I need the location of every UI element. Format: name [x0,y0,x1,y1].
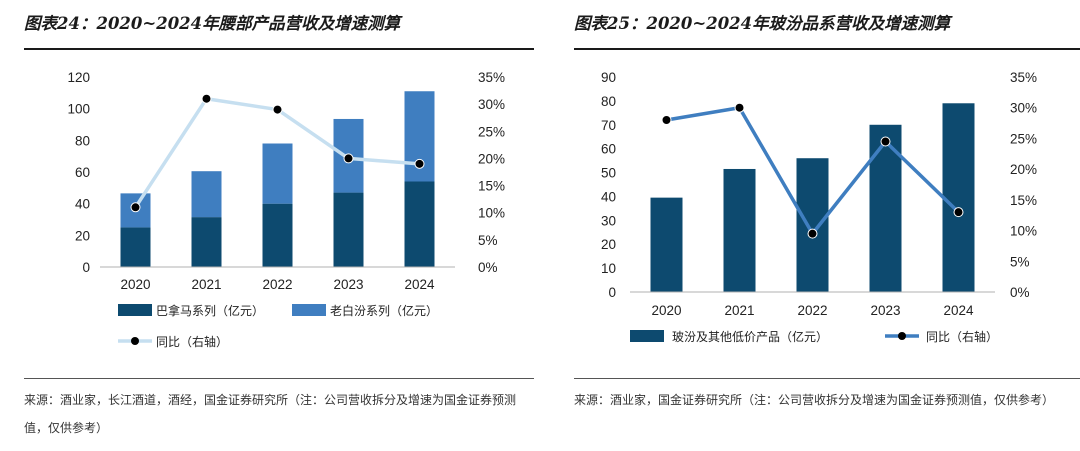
right-axis-tick-label: 0% [1010,285,1030,300]
legend-marker [131,337,139,345]
left-axis-tick-label: 90 [601,70,616,85]
left-axis-tick-label: 70 [601,118,616,133]
right-axis-tick-label: 20% [1010,162,1037,177]
left-axis-tick-label: 120 [67,70,90,85]
x-axis-tick-label: 2023 [333,277,363,292]
source-note: 来源：酒业家，国金证券研究所（注：公司营收拆分及增速为国金证券预测值，仅供参考） [574,393,1055,407]
right-axis-tick-label: 5% [478,233,498,248]
right-axis-tick-label: 10% [1010,224,1037,239]
right-axis-tick-label: 25% [1010,131,1037,146]
right-axis-tick-label: 10% [478,206,505,221]
legend-label: 巴拿马系列（亿元） [156,303,264,318]
bar [191,171,222,218]
legend-label: 老白汾系列（亿元） [330,303,438,318]
yoy-point [807,228,818,239]
left-axis-tick-label: 100 [67,102,90,117]
left-axis-tick-label: 60 [75,165,90,180]
left-axis-tick-label: 80 [75,133,90,148]
left-axis-tick-label: 60 [601,142,616,157]
chart-title: 图表25：2020~2024年玻汾品系营收及增速测算 [574,14,951,33]
bar [404,181,435,267]
x-axis-tick-label: 2021 [191,277,221,292]
title-divider [574,48,1080,50]
left-axis-tick-label: 40 [601,189,616,204]
yoy-point [661,115,672,125]
left-axis-tick-label: 50 [601,166,616,181]
x-axis-tick-label: 2022 [262,277,292,292]
x-axis-tick-label: 2022 [797,303,827,318]
left-axis-tick-label: 20 [601,237,616,252]
x-axis-tick-label: 2024 [943,303,974,318]
bar [942,103,975,293]
x-axis-tick-label: 2020 [651,303,681,318]
right-axis-tick-label: 35% [478,70,505,85]
yoy-point [414,158,425,169]
bar [723,168,756,292]
bar [262,203,293,267]
legend-swatch [292,304,326,316]
right-axis-tick-label: 35% [1010,70,1037,85]
bar [796,158,829,292]
right-axis-tick-label: 25% [478,124,505,139]
yoy-point [272,104,283,115]
figure-panel-24: 图表24：2020~2024年腰部产品营收及增速测算 0 20 40 60 80 100 1… [24,14,534,435]
left-axis-tick-label: 10 [601,261,616,276]
bar [262,143,293,204]
bar [191,217,222,267]
bar [333,192,364,267]
bar-line-chart: 0 10 20 30 40 50 60 70 80 90 0% 5% 10% 15% 20% 25% 30% 35… [601,70,1037,344]
x-axis-tick-label: 2020 [120,277,150,292]
right-axis-tick-label: 15% [1010,193,1037,208]
legend-label: 同比（右轴） [926,329,998,344]
left-axis-tick-label: 30 [601,213,616,228]
x-axis-tick-label: 2024 [404,277,435,292]
source-divider [24,378,534,379]
title-divider [24,48,534,50]
bar [120,227,151,267]
yoy-point [880,136,891,147]
legend-swatch [630,330,664,342]
right-axis-tick-label: 20% [478,151,505,166]
left-axis-tick-label: 80 [601,94,616,109]
legend-label: 同比（右轴） [156,334,228,349]
left-axis-tick-label: 40 [75,197,90,212]
right-axis-tick-label: 15% [478,179,505,194]
legend-marker [898,332,906,340]
right-axis-tick-label: 5% [1010,254,1030,269]
x-axis-tick-label: 2021 [724,303,754,318]
x-axis-tick-label: 2023 [870,303,900,318]
right-axis-tick-label: 0% [478,260,498,275]
yoy-point [130,202,141,213]
left-axis-tick-label: 0 [608,285,616,300]
bar [650,197,683,292]
yoy-point [734,102,745,113]
yoy-point [343,153,354,164]
yoy-point [201,93,212,104]
chart-title: 图表24：2020~2024年腰部产品营收及增速测算 [24,14,401,33]
left-axis-tick-label: 20 [75,228,90,243]
source-note: 来源：酒业家，长江酒道，酒经，国金证券研究所（注：公司营收拆分及增速为国金证券预… [24,393,517,435]
figure-panel-25: 图表25：2020~2024年玻汾品系营收及增速测算 0 10 20 30 40 50 60… [540,0,1080,451]
right-axis-tick-label: 30% [1010,101,1037,116]
stacked-bar-line-chart: 0 20 40 60 80 100 120 0% 5% 10% 15% 20% 25% 30% 35% 202… [67,70,505,349]
legend-label: 玻汾及其他低价产品（亿元） [672,329,828,344]
yoy-point [953,207,964,218]
source-divider [574,378,1080,379]
left-axis-tick-label: 0 [82,260,90,275]
bar [869,124,902,293]
right-axis-tick-label: 30% [478,97,505,112]
legend-swatch [118,304,152,316]
